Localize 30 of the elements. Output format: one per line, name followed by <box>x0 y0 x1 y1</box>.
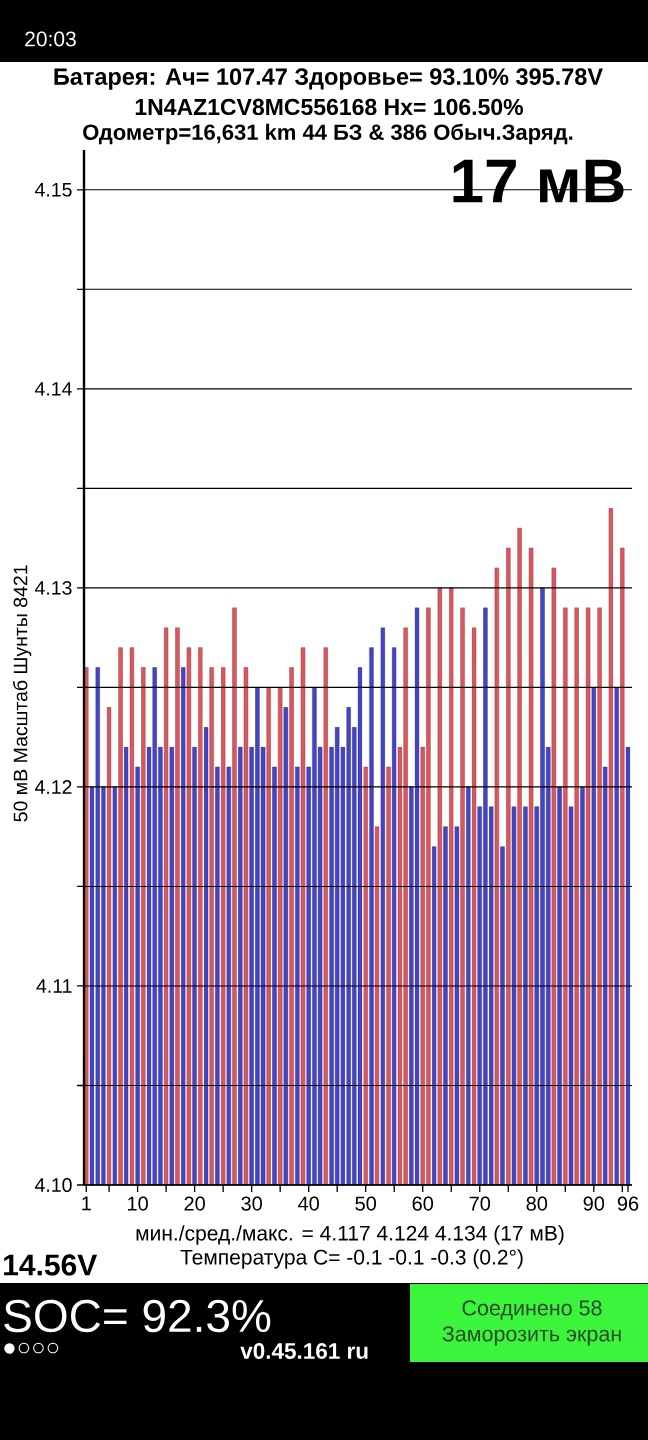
y-tick-label: 4.14 <box>34 382 72 396</box>
text: мин./сред./макс. = 4.117 4.124 4.134 (17 мВ) <box>136 1225 564 1245</box>
x-tick-label: 30 <box>241 1196 262 1211</box>
x-tick-label: 90 <box>583 1196 605 1211</box>
x-tick-label: 20 <box>184 1196 205 1211</box>
chart-subtitle: 1N4AZ1CV8MC556168 Hx= 106.50% <box>135 98 523 116</box>
x-tick-label: 10 <box>128 1196 148 1211</box>
x-tick-label: 80 <box>526 1196 548 1211</box>
text: 14.56V <box>4 1254 98 1276</box>
chart-title: Батарея: Ач= 107.47 Здоровье= 93.10% 395.78V <box>54 68 603 90</box>
text: v0.45.161 ru <box>240 1343 368 1359</box>
x-tick-label: 1 <box>82 1196 91 1211</box>
text: SOC= 92.3% <box>4 1299 271 1333</box>
text: ●○○○ <box>4 1342 59 1354</box>
x-tick-label: 60 <box>412 1196 434 1211</box>
y-tick-label: 4.11 <box>36 979 72 993</box>
text: Заморозить экран <box>442 1326 621 1346</box>
y-axis-title: 50 мВ Масштаб Шунты 8421 <box>12 565 32 822</box>
text: Температура C= -0.1 -0.1 -0.3 (0.2°) <box>180 1249 523 1269</box>
y-tick-label: 4.13 <box>34 580 72 595</box>
x-tick-label: 70 <box>469 1196 491 1211</box>
text: Соединено 58 <box>462 1300 602 1320</box>
x-tick-label: 50 <box>355 1196 377 1211</box>
x-tick-label: 96 <box>617 1196 639 1211</box>
y-tick-label: 4.15 <box>34 182 72 197</box>
text: Одометр=16,631 km 44 БЗ & 386 Обыч.Заряд. <box>83 123 573 145</box>
y-tick-label: 4.10 <box>34 1178 72 1192</box>
y-tick-label: 4.12 <box>34 780 72 794</box>
text: 20:03 <box>25 31 76 47</box>
x-tick-label: 40 <box>298 1196 320 1211</box>
